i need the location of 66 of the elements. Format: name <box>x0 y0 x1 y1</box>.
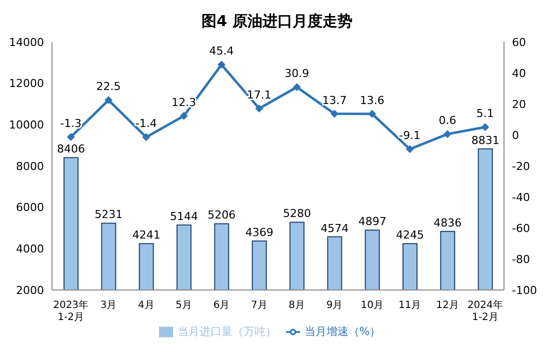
x-tick-label: 10月 <box>360 300 384 311</box>
legend-label: 当月进口量（万吨） <box>177 325 276 338</box>
point <box>66 133 75 142</box>
point <box>368 110 376 118</box>
point <box>444 130 452 138</box>
y2-tick-label: -20 <box>512 160 530 173</box>
data-label: 5144 <box>170 210 198 224</box>
y2-tick-label: -60 <box>512 222 530 235</box>
chart-title: 图4 原油进口月度走势 <box>200 11 354 32</box>
data-label: 30.9 <box>284 67 310 80</box>
y2-tick-label: 40 <box>512 66 526 80</box>
y-tick-label: 10000 <box>9 118 44 132</box>
data-label: 4369 <box>245 226 274 240</box>
x-tick-label: 6月 <box>213 300 230 311</box>
y2-tick-label: -40 <box>512 190 530 204</box>
point <box>330 110 338 118</box>
x-tick-label: 5月 <box>176 300 192 311</box>
y-tick-label: 8000 <box>16 160 44 173</box>
data-label: 5231 <box>94 208 123 222</box>
point <box>142 133 150 142</box>
legend-label: 当月增速（%） <box>304 325 381 338</box>
point <box>481 123 490 132</box>
y2-tick-label: 0 <box>512 128 519 142</box>
y2-tick-label: -100 <box>512 284 537 297</box>
x-tick-label: 2023年 1-2月 <box>53 299 89 323</box>
point <box>406 145 414 154</box>
x-tick-label: 8月 <box>288 300 306 311</box>
y-tick-label: 6000 <box>16 201 44 214</box>
data-label: 13.6 <box>360 94 384 107</box>
x-tick-label: 2024年 1-2月 <box>467 299 503 323</box>
data-label: 17.1 <box>246 88 272 102</box>
data-label: 8831 <box>471 134 500 147</box>
data-label: 4574 <box>320 222 349 235</box>
y-tick-label: 4000 <box>16 242 44 256</box>
y2-tick-label: 20 <box>512 98 526 111</box>
data-label: 5206 <box>208 208 236 222</box>
point <box>180 112 188 120</box>
x-tick-label: 9月 <box>326 300 343 311</box>
y-tick-label: 12000 <box>9 77 44 90</box>
data-label: 0.6 <box>438 114 456 128</box>
x-tick-label: 4月 <box>138 300 154 311</box>
point <box>255 104 264 112</box>
data-label: -1.3 <box>60 117 82 130</box>
point <box>104 96 112 104</box>
data-label: 22.5 <box>96 80 121 94</box>
data-label: 4897 <box>358 215 386 228</box>
x-tick-label: 12月 <box>436 300 459 311</box>
y2-tick-label: -80 <box>512 252 530 266</box>
data-label: 4241 <box>132 228 160 242</box>
data-label: 4245 <box>396 228 424 242</box>
data-label: -1.4 <box>135 117 157 130</box>
data-label: 8406 <box>57 142 85 156</box>
data-label: 5.1 <box>476 107 494 120</box>
point <box>292 83 301 92</box>
y-tick-label: 14000 <box>9 36 44 49</box>
y2-tick-label: 60 <box>512 36 526 49</box>
x-tick-label: 3月 <box>100 300 117 311</box>
data-label: 5280 <box>283 207 311 220</box>
data-label: -9.1 <box>399 129 421 142</box>
point <box>218 60 226 69</box>
data-label: 13.7 <box>322 94 347 107</box>
data-label: 4836 <box>434 216 462 230</box>
x-tick-label: 7月 <box>250 300 268 311</box>
x-tick-label: 11月 <box>398 300 422 311</box>
data-label: 45.4 <box>209 44 234 58</box>
y-tick-label: 2000 <box>16 284 44 297</box>
